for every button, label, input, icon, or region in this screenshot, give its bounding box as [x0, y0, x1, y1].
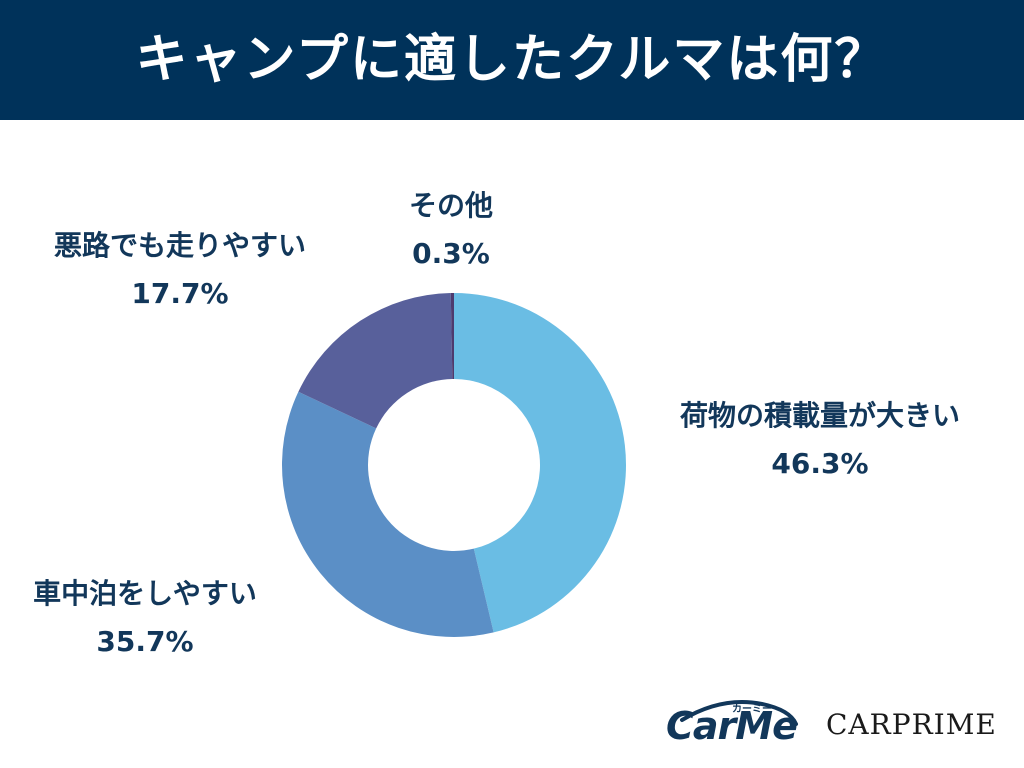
slice-label-offroad-name: 悪路でも走りやすい [53, 229, 306, 262]
donut-slice-cargo [454, 293, 626, 633]
slice-label-offroad-value: 17.7% [131, 277, 229, 310]
header-bar: キャンプに適したクルマは何？ [0, 0, 1024, 120]
slice-label-other: その他 0.3% [376, 182, 526, 278]
slice-label-cargo: 荷物の積載量が大きい 46.3% [660, 392, 980, 488]
page-title: キャンプに適したクルマは何？ [135, 30, 889, 90]
slice-label-offroad: 悪路でも走りやすい 17.7% [20, 222, 340, 318]
slice-label-carcamping: 車中泊をしやすい 35.7% [0, 570, 290, 666]
slice-label-cargo-value: 46.3% [771, 447, 869, 480]
slice-label-other-name: その他 [408, 189, 493, 222]
donut-slice-carcamping [282, 391, 494, 637]
carme-logo: カーミー CarMe [662, 690, 802, 754]
carme-logo-text: CarMe [666, 704, 798, 748]
donut-slice-offroad [298, 293, 453, 429]
carme-logo-car-icon [680, 700, 798, 726]
slice-label-other-value: 0.3% [412, 237, 490, 270]
slice-label-cargo-name: 荷物の積載量が大きい [679, 399, 960, 432]
carprime-logo: CARPRIME [826, 708, 997, 741]
donut-slice-other [450, 293, 454, 380]
slice-label-carcamping-name: 車中泊をしやすい [33, 577, 257, 610]
slice-label-carcamping-value: 35.7% [96, 625, 194, 658]
carme-logo-kana: カーミー [732, 704, 772, 715]
